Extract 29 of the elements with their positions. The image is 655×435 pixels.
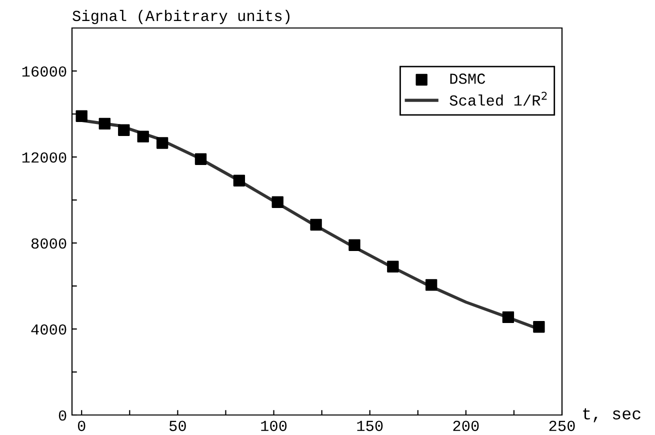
y-axis-title: Signal (Arbitrary units) (72, 10, 290, 24)
y-tick-label: 12000 (22, 152, 66, 163)
x-tick-label: 250 (549, 420, 575, 432)
point (272, 196, 284, 208)
y-tick-label: 4000 (31, 324, 66, 335)
x-tick-label: 0 (78, 420, 86, 432)
x-tick-label: 150 (357, 420, 383, 432)
x-tick-label: 100 (261, 420, 287, 432)
point (233, 174, 246, 186)
legend-label: Scaled 1/R$^{2}$ (450, 92, 547, 106)
point (348, 239, 360, 251)
x-axis-title: t, sec (583, 408, 640, 422)
point (156, 137, 168, 149)
point (194, 153, 207, 165)
point (118, 124, 130, 136)
point (137, 130, 149, 142)
x-tick-label: 200 (453, 420, 479, 432)
y-tick-label: 0 (58, 410, 66, 421)
point (98, 118, 111, 130)
y-tick-label: 16000 (22, 66, 66, 77)
y-tick-label: 8000 (31, 238, 66, 249)
point (76, 110, 88, 122)
point (533, 321, 545, 333)
point (310, 218, 322, 231)
point (387, 260, 399, 272)
point (425, 279, 438, 291)
legend-label: DSMC (450, 74, 486, 84)
point (502, 311, 514, 324)
x-tick-label: 50 (169, 420, 186, 432)
